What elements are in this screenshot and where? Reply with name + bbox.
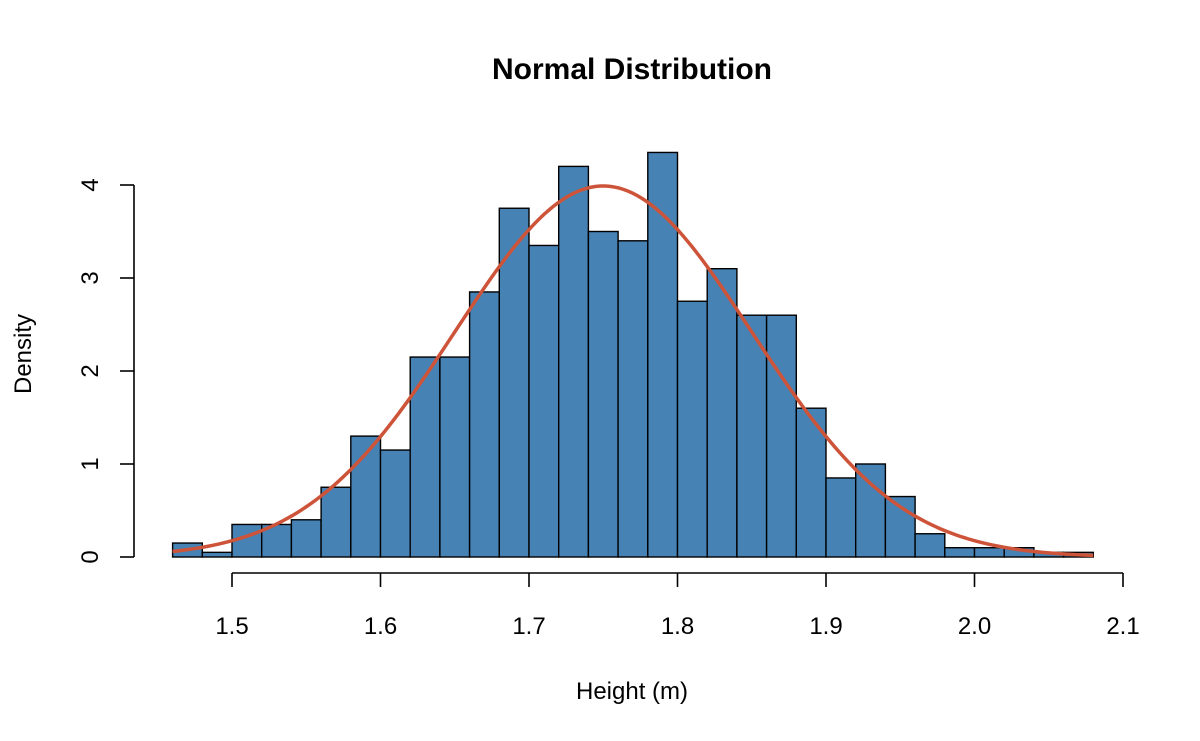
chart-title: Normal Distribution	[492, 53, 772, 86]
x-tick-label-4: 1.8	[661, 613, 694, 640]
histogram-bar-21	[765, 314, 797, 558]
histogram-bar-6	[320, 486, 352, 558]
y-tick-label-2: 1	[77, 457, 104, 470]
histogram-bar-19	[706, 268, 738, 558]
x-tick-label-2: 1.6	[364, 613, 397, 640]
y-tick-label-3: 2	[77, 364, 104, 377]
x-axis-label: Height (m)	[576, 678, 688, 705]
x-tick-label-6: 2.0	[958, 613, 991, 640]
histogram-bar-9	[409, 356, 441, 558]
histogram-bar-12	[498, 207, 530, 558]
histogram-bar-14	[558, 165, 590, 558]
bars-layer	[171, 151, 1094, 558]
histogram-bar-27	[944, 547, 976, 558]
histogram-bar-26	[914, 533, 946, 558]
x-tick-label-1: 1.5	[215, 613, 248, 640]
x-tick-label-5: 1.9	[809, 613, 842, 640]
histogram-bar-5	[290, 519, 322, 558]
histogram-bar-10	[439, 356, 471, 558]
x-tick-label-3: 1.7	[512, 613, 545, 640]
x-tick-label-7: 2.1	[1106, 613, 1139, 640]
histogram-bar-13	[528, 244, 560, 558]
y-tick-label-1: 0	[77, 550, 104, 563]
histogram-bar-11	[468, 291, 501, 558]
histogram-bar-23	[825, 477, 857, 558]
histogram-bar-15	[587, 230, 619, 558]
histogram-bar-17	[647, 151, 679, 558]
histogram-bar-16	[617, 240, 649, 558]
histogram-bar-18	[676, 300, 708, 558]
histogram-bar-2	[201, 551, 233, 558]
normal-density-curve	[172, 184, 1094, 558]
histogram-bar-20	[736, 314, 768, 558]
y-axis: 0 1 2 3 4	[77, 178, 135, 564]
histogram-bar-28	[973, 547, 1005, 558]
y-tick-label-4: 3	[77, 271, 104, 284]
y-axis-label: Density	[10, 314, 37, 394]
y-tick-label-5: 4	[77, 178, 104, 191]
histogram-bar-8	[379, 449, 411, 558]
histogram-bar-24	[855, 463, 887, 558]
x-axis: 1.5 1.6 1.7 1.8 1.9 2.0 2.1	[215, 572, 1140, 640]
curve-layer	[172, 184, 1094, 558]
